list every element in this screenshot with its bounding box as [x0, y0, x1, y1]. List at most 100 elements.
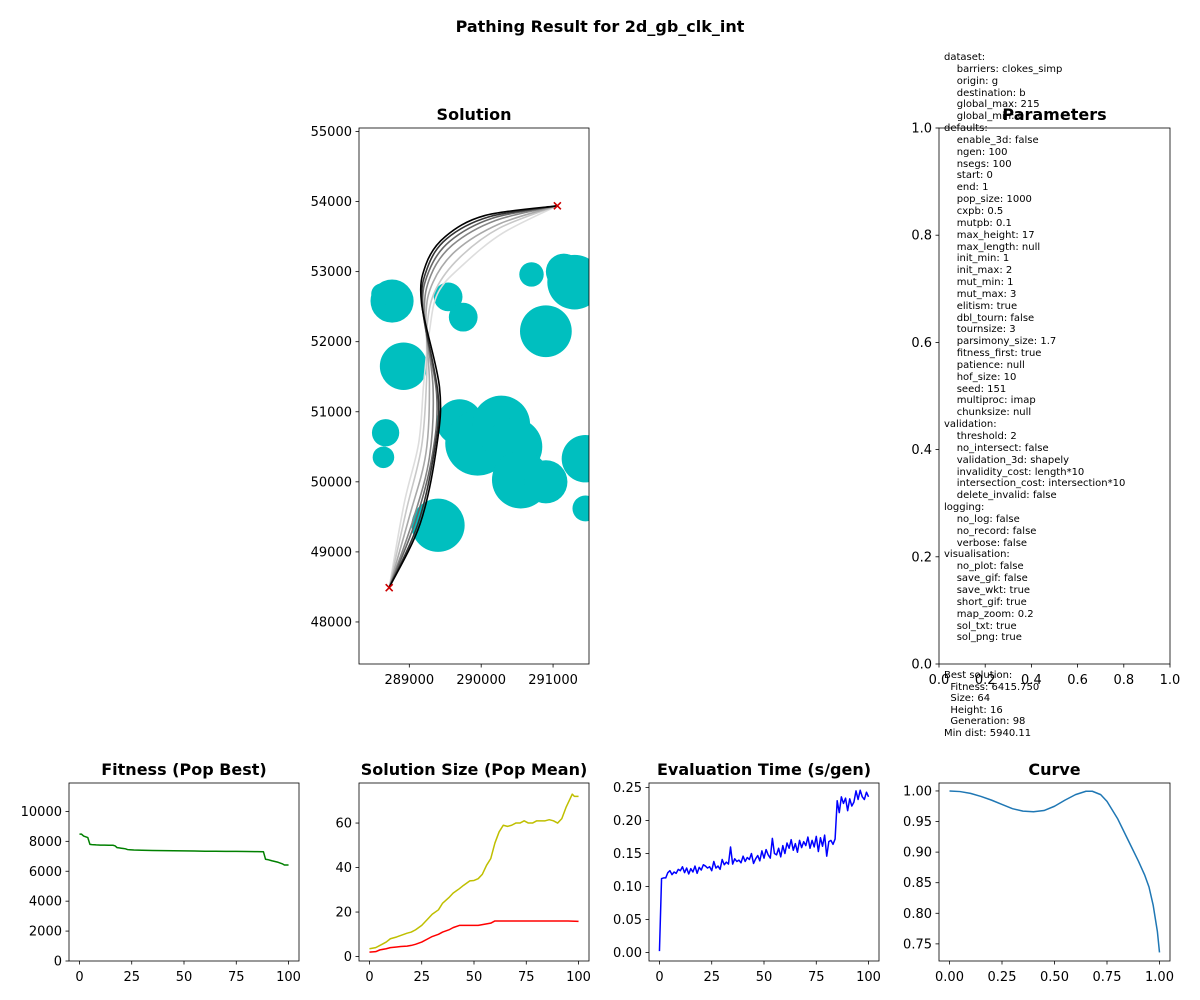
x-tick-label: 25: [123, 970, 140, 985]
y-tick-label: 0.8: [911, 229, 932, 244]
y-tick-label: 10000: [21, 805, 62, 820]
y-tick-label: 20: [335, 906, 352, 921]
curve-plot-area: [949, 790, 1161, 953]
evaluation_time-axes: 0 25 50 75 100 0.00 0.05 0.10 0.15 0.20 0.25 Evalua…: [613, 760, 881, 985]
x-tick-label: 1.00: [1145, 970, 1174, 985]
y-tick-label: 54000: [311, 195, 352, 210]
y-tick-label: 0.80: [903, 907, 932, 922]
solution_size-plot-area: [369, 793, 579, 953]
curve-frame: [938, 782, 1171, 962]
y-tick-label: 0.90: [903, 846, 932, 861]
x-tick-label: 0.6: [1067, 673, 1088, 688]
fitness-series-line: [79, 833, 289, 866]
solution_size-series-line: [369, 920, 579, 953]
y-tick-label: 0.10: [613, 880, 642, 895]
obstacle: [379, 342, 428, 390]
y-tick-label: 0.85: [903, 876, 932, 891]
fitness-frame: [68, 782, 300, 962]
y-tick-label: 0: [344, 950, 352, 965]
x-tick-label: 0.2: [975, 673, 996, 688]
x-tick-label: 0: [655, 970, 663, 985]
x-tick-label: 0.50: [1040, 970, 1069, 985]
y-tick-label: 0.6: [911, 336, 932, 351]
curve-series-line: [949, 790, 1161, 953]
obstacle: [561, 434, 589, 483]
fitness-title: Fitness (Pop Best): [101, 760, 267, 779]
x-tick-label: 0.0: [929, 673, 950, 688]
solution_size-frame: [358, 782, 590, 962]
y-tick-label: 0.15: [613, 847, 642, 862]
y-tick-label: 0.0: [911, 658, 932, 673]
y-tick-label: 52000: [311, 335, 352, 350]
x-tick-label: 50: [756, 970, 773, 985]
y-tick-label: 53000: [311, 265, 352, 280]
obstacle: [524, 460, 568, 504]
x-tick-label: 0.00: [935, 970, 964, 985]
x-tick-label: 289000: [384, 673, 434, 688]
x-tick-label: 75: [808, 970, 825, 985]
solution_size-series-line: [369, 793, 579, 950]
x-tick-label: 25: [703, 970, 720, 985]
x-tick-label: 50: [466, 970, 483, 985]
figure-title: Pathing Result for 2d_gb_clk_int: [455, 17, 745, 36]
y-tick-label: 4000: [29, 895, 62, 910]
best-solution-text: Best solution: Fitness: 6415.750 Size: 6…: [944, 670, 1040, 739]
y-tick-label: 0.20: [613, 814, 642, 829]
y-tick-label: 0.4: [911, 443, 932, 458]
fitness-axes: 0 25 50 75 100 0 2000 4000 6000 8000 10000 Fitness …: [21, 760, 301, 985]
solution-frame: [358, 127, 590, 665]
x-tick-label: 50: [176, 970, 193, 985]
curve-title: Curve: [1028, 760, 1080, 779]
solution_size-axes: 0 25 50 75 100 0 20 40 60 Solution Size (Pop Mean…: [335, 760, 591, 985]
obstacle: [433, 282, 463, 312]
x-tick-label: 100: [276, 970, 301, 985]
obstacle: [545, 253, 582, 290]
y-tick-label: 2000: [29, 925, 62, 940]
y-tick-label: 55000: [311, 125, 352, 140]
y-tick-label: 49000: [311, 545, 352, 560]
solution_size-title: Solution Size (Pop Mean): [361, 760, 588, 779]
y-tick-label: 0.25: [613, 781, 642, 796]
x-tick-label: 75: [518, 970, 535, 985]
origin-marker: [385, 583, 394, 592]
x-tick-label: 290000: [456, 673, 506, 688]
y-tick-label: 1.00: [903, 784, 932, 799]
curve-axes: 0.00 0.25 0.50 0.75 1.00 0.75 0.80 0.85 0.90 0.95…: [903, 760, 1174, 985]
x-tick-label: 0: [75, 970, 83, 985]
x-tick-label: 75: [228, 970, 245, 985]
solution-plot-area: [370, 204, 589, 588]
evaluation_time-plot-area: [658, 789, 870, 952]
y-tick-label: 51000: [311, 405, 352, 420]
obstacle: [448, 302, 478, 332]
x-tick-label: 100: [566, 970, 591, 985]
obstacle: [372, 446, 395, 469]
obstacle: [371, 419, 400, 447]
x-tick-label: 291000: [528, 673, 578, 688]
y-tick-label: 48000: [311, 615, 352, 630]
y-tick-label: 0.75: [903, 937, 932, 952]
x-tick-label: 0.25: [988, 970, 1017, 985]
y-tick-label: 0: [54, 955, 62, 970]
x-tick-label: 1.0: [1160, 673, 1181, 688]
x-tick-label: 0.4: [1021, 673, 1042, 688]
y-tick-label: 8000: [29, 835, 62, 850]
parameters-frame: [938, 127, 1171, 665]
x-tick-label: 0.75: [1093, 970, 1122, 985]
x-tick-label: 25: [413, 970, 430, 985]
obstacle: [411, 498, 465, 552]
y-tick-label: 0.95: [903, 815, 932, 830]
solution-title: Solution: [437, 105, 512, 124]
evaluation_time-title: Evaluation Time (s/gen): [657, 760, 871, 779]
y-tick-label: 0.00: [613, 946, 642, 961]
x-tick-label: 0.8: [1113, 673, 1134, 688]
parameters-text: dataset: barriers: clokes_simp origin: g…: [944, 52, 1126, 644]
y-tick-label: 50000: [311, 475, 352, 490]
solution-path: [388, 205, 558, 588]
y-tick-label: 0.05: [613, 913, 642, 928]
evaluation_time-series-line: [658, 789, 870, 952]
obstacle: [519, 262, 544, 287]
solution-axes: 289000 290000 291000 48000 49000 50000 51000 52…: [311, 105, 590, 688]
fitness-plot-area: [79, 833, 289, 866]
obstacle: [520, 305, 572, 358]
